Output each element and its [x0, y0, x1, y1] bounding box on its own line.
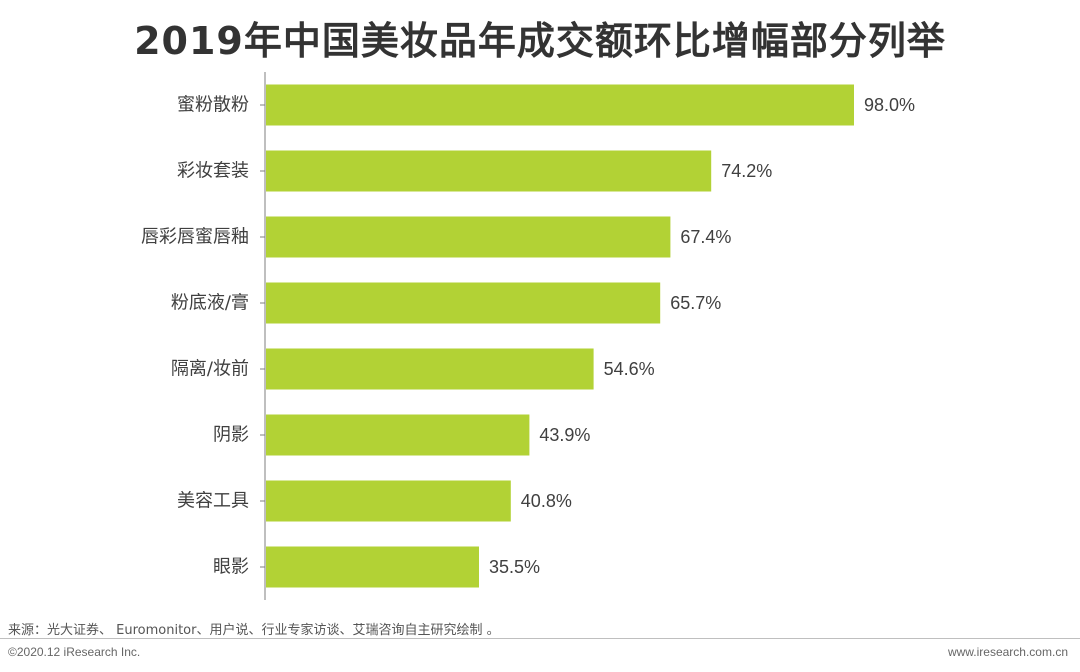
chart-title: 2019年中国美妆品年成交额环比增幅部分列举	[134, 19, 946, 63]
copyright-text: ©2020.12 iResearch Inc.	[8, 645, 141, 659]
website-text: www.iresearch.com.cn	[947, 645, 1068, 659]
value-label: 65.7%	[670, 293, 721, 313]
value-label: 98.0%	[864, 95, 915, 115]
value-label: 35.5%	[489, 557, 540, 577]
bar	[266, 150, 712, 192]
bar	[266, 546, 479, 588]
category-label: 隔离/妆前	[171, 359, 249, 380]
bar	[266, 414, 530, 456]
value-label: 40.8%	[521, 491, 572, 511]
value-label: 74.2%	[721, 161, 772, 181]
bar	[266, 84, 854, 126]
bar-chart: 蜜粉散粉 98.0% 彩妆套装 74.2% 唇彩唇蜜唇釉 67.4% 粉底液/膏 65.7% 隔…	[141, 72, 915, 600]
value-label: 54.6%	[604, 359, 655, 379]
category-label: 眼影	[213, 557, 249, 578]
bar	[266, 480, 511, 522]
category-label: 美容工具	[177, 491, 249, 512]
footer-divider	[0, 638, 1080, 639]
category-label: 蜜粉散粉	[177, 95, 249, 116]
value-label: 67.4%	[680, 227, 731, 247]
value-label: 43.9%	[539, 425, 590, 445]
source-note: 来源：光大证券、 Euromonitor、用户说、行业专家访谈、艾瑞咨询自主研究…	[8, 623, 500, 638]
category-label: 粉底液/膏	[171, 292, 249, 314]
category-label: 彩妆套装	[177, 161, 249, 182]
bar	[266, 282, 661, 324]
category-label: 阴影	[213, 425, 249, 446]
bar	[266, 348, 594, 390]
bar	[266, 216, 671, 258]
category-label: 唇彩唇蜜唇釉	[141, 227, 249, 248]
